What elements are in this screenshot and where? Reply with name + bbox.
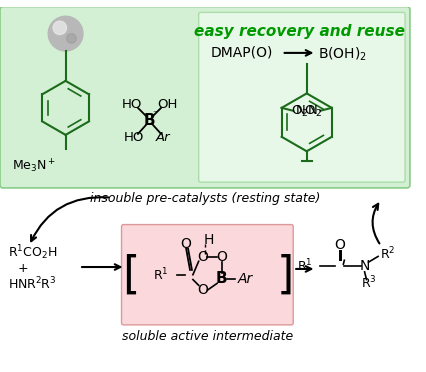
Text: H: H: [204, 233, 214, 247]
Text: R$^1$: R$^1$: [297, 258, 313, 275]
Text: O: O: [334, 238, 345, 252]
Text: R$^3$: R$^3$: [360, 275, 376, 292]
Text: O: O: [216, 250, 227, 264]
Text: easy recovery and reuse: easy recovery and reuse: [193, 24, 405, 39]
Text: HO: HO: [124, 131, 144, 144]
FancyBboxPatch shape: [199, 12, 405, 182]
Text: N: N: [360, 259, 370, 273]
Text: +: +: [17, 263, 28, 275]
Text: O$_2$N: O$_2$N: [291, 104, 318, 119]
Text: R$^1$: R$^1$: [153, 266, 169, 283]
Text: HNR$^2$R$^3$: HNR$^2$R$^3$: [8, 276, 56, 293]
Text: OH: OH: [157, 99, 178, 112]
Circle shape: [48, 16, 83, 51]
Text: O: O: [197, 283, 208, 297]
Text: Ar: Ar: [155, 131, 170, 144]
Text: O: O: [181, 237, 192, 251]
Circle shape: [66, 33, 76, 43]
Text: [: [: [123, 253, 140, 296]
Text: O: O: [197, 250, 208, 264]
Text: soluble active intermediate: soluble active intermediate: [122, 330, 293, 343]
Circle shape: [53, 21, 66, 35]
Text: B(OH)$_2$: B(OH)$_2$: [318, 45, 367, 62]
FancyBboxPatch shape: [0, 7, 410, 188]
Text: R$^2$: R$^2$: [380, 246, 395, 263]
Text: ]: ]: [277, 253, 294, 296]
Text: DMAP(O): DMAP(O): [210, 45, 273, 59]
Text: Me$_3$N$^+$: Me$_3$N$^+$: [12, 158, 56, 176]
Text: Ar: Ar: [237, 272, 253, 286]
Text: R$^1$CO$_2$H: R$^1$CO$_2$H: [8, 243, 57, 262]
Text: B: B: [144, 113, 155, 128]
FancyBboxPatch shape: [121, 225, 293, 325]
Text: B: B: [216, 271, 227, 286]
Text: HO: HO: [121, 99, 142, 112]
Text: NO$_2$: NO$_2$: [295, 104, 322, 119]
Text: ⁻: ⁻: [153, 110, 158, 120]
Text: insouble pre-catalysts (resting state): insouble pre-catalysts (resting state): [90, 192, 321, 205]
